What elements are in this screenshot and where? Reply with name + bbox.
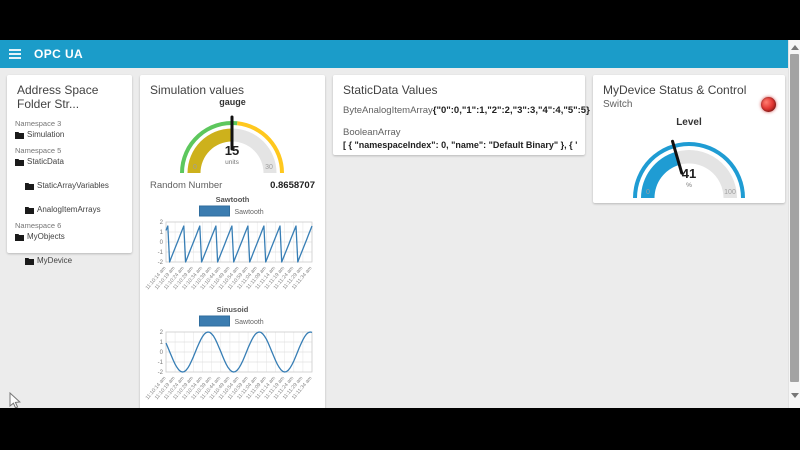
- byte-analog-item-array-label: ByteAnalogItemArray: [343, 105, 433, 116]
- switch-row: Switch: [603, 97, 776, 112]
- boolean-array-label: BooleanArray: [343, 127, 401, 138]
- level-gauge: 41% 0 100: [633, 139, 745, 198]
- scrollbar-down-arrow-icon[interactable]: [791, 393, 799, 398]
- card-mydevice-status: MyDevice Status & Control Switch Level 4…: [593, 75, 785, 203]
- tree-item-simulation[interactable]: Simulation: [15, 130, 124, 139]
- namespace-label: Namespace 6: [15, 221, 62, 230]
- card-staticdata-values: StaticData Values ByteAnalogItemArray {"…: [333, 75, 590, 155]
- tree-item-myobjects[interactable]: MyObjects: [15, 232, 124, 241]
- card-title-address-space: Address Space Folder Str...: [17, 83, 99, 111]
- byte-analog-item-array-value: {"0":0,"1":1,"2":2,"3":3,"4":4,"5":5}: [432, 105, 590, 116]
- folder-icon: [15, 131, 24, 139]
- svg-text:0: 0: [193, 164, 197, 171]
- switch-label: Switch: [603, 99, 633, 110]
- scrollbar-up-arrow-icon[interactable]: [791, 45, 799, 50]
- scrollbar-thumb[interactable]: [790, 54, 799, 382]
- svg-text:-1: -1: [158, 250, 164, 256]
- card-title-mydevice: MyDevice Status & Control: [603, 83, 747, 97]
- random-number-label: Random Number: [150, 180, 223, 191]
- tree-item-staticdata[interactable]: StaticData: [15, 157, 124, 166]
- tree-item-analogitemarrays[interactable]: AnalogItemArrays: [25, 205, 124, 214]
- folder-icon: [15, 233, 24, 241]
- svg-text:0: 0: [646, 189, 650, 196]
- random-number-row: Random Number 0.8658707: [150, 180, 315, 191]
- svg-text:%: %: [686, 182, 692, 189]
- tree-item-staticarrayvariables[interactable]: StaticArrayVariables: [25, 181, 124, 190]
- boolean-array-value: [ { "namespaceIndex": 0, "name": "Defaul…: [343, 140, 577, 150]
- svg-text:2: 2: [160, 330, 164, 336]
- namespace-label: Namespace 5: [15, 146, 62, 155]
- svg-text:100: 100: [724, 189, 736, 196]
- sawtooth-chart: Sawtooth Sawtooth 11:10:14 am 11:10:19 am 11…: [144, 194, 321, 307]
- folder-icon: [25, 257, 34, 265]
- tree-item-mydevice[interactable]: MyDevice: [25, 256, 124, 265]
- card-address-space: Address Space Folder Str... Namespace 3 S…: [7, 75, 132, 265]
- card-title-simulation: Simulation values: [150, 83, 245, 97]
- svg-text:-1: -1: [158, 360, 164, 366]
- random-number-value: 0.8658707: [270, 180, 315, 191]
- level-gauge-title: Level: [676, 117, 702, 128]
- svg-text:0: 0: [160, 240, 164, 246]
- svg-text:15: 15: [225, 143, 239, 158]
- gauge-title: gauge: [219, 97, 246, 107]
- dashboard-viewport: OPC UA Address Space Folder Str... Names…: [0, 40, 800, 408]
- app-header: OPC UA: [0, 40, 789, 68]
- card-simulation-values: Simulation values gauge 15 units 0 30 Rando…: [140, 75, 325, 408]
- svg-text:1: 1: [160, 340, 164, 346]
- svg-text:Sawtooth: Sawtooth: [235, 319, 264, 326]
- svg-text:2: 2: [160, 220, 164, 226]
- svg-text:units: units: [225, 159, 239, 166]
- folder-icon: [15, 158, 24, 166]
- namespace-label: Namespace 3: [15, 119, 62, 128]
- folder-icon: [25, 182, 34, 190]
- switch-led-button[interactable]: [761, 97, 776, 112]
- byte-analog-item-array-row: ByteAnalogItemArray {"0":0,"1":1,"2":2,"…: [343, 105, 590, 116]
- scrollbar-track[interactable]: [788, 40, 800, 408]
- card-title-staticdata: StaticData Values: [343, 83, 438, 97]
- mouse-cursor-icon: [9, 392, 21, 408]
- svg-text:Sawtooth: Sawtooth: [235, 209, 264, 216]
- svg-text:-2: -2: [158, 260, 164, 266]
- svg-text:1: 1: [160, 230, 164, 236]
- sinusoid-chart: Sinusoid Sawtooth 11:10:14 am 11:10:19 am 11…: [144, 304, 321, 408]
- app-title: OPC UA: [34, 47, 84, 61]
- address-space-tree: Namespace 3 Simulation Namespace 5 StaticDa…: [7, 113, 132, 265]
- svg-text:30: 30: [265, 164, 273, 171]
- svg-text:Sawtooth: Sawtooth: [216, 195, 250, 204]
- svg-text:41: 41: [682, 166, 696, 181]
- svg-text:Sinusoid: Sinusoid: [217, 305, 249, 314]
- svg-text:0: 0: [160, 350, 164, 356]
- svg-text:-2: -2: [158, 370, 164, 376]
- menu-hamburger-icon[interactable]: [9, 49, 21, 59]
- folder-icon: [25, 206, 34, 214]
